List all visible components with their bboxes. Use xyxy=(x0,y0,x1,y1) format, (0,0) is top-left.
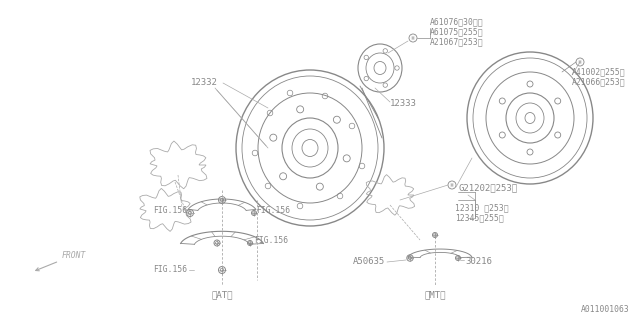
Text: 12345＜255＞: 12345＜255＞ xyxy=(455,213,504,222)
Text: FIG.156: FIG.156 xyxy=(254,236,288,244)
Text: A61075〈255〉: A61075〈255〉 xyxy=(430,28,484,36)
Text: FRONT: FRONT xyxy=(36,251,86,271)
Text: FIG.156: FIG.156 xyxy=(256,205,290,214)
Text: FIG.156: FIG.156 xyxy=(153,205,187,214)
Text: FIG.156: FIG.156 xyxy=(153,266,187,275)
Text: ＜MT＞: ＜MT＞ xyxy=(424,291,445,300)
Text: A21067〈253〉: A21067〈253〉 xyxy=(430,37,484,46)
Text: A61076、30Ⅱ】: A61076、30Ⅱ】 xyxy=(430,18,484,27)
Text: A011001063: A011001063 xyxy=(581,306,630,315)
Text: A21066〈253〉: A21066〈253〉 xyxy=(572,77,626,86)
Text: A41002〈255〉: A41002〈255〉 xyxy=(572,68,626,76)
Text: 30216: 30216 xyxy=(465,258,492,267)
Text: 12333: 12333 xyxy=(390,99,417,108)
Text: G21202＜253＞: G21202＜253＞ xyxy=(458,183,517,193)
Text: ＜AT＞: ＜AT＞ xyxy=(211,291,233,300)
Text: 12332: 12332 xyxy=(191,77,218,86)
Text: A50635: A50635 xyxy=(353,258,385,267)
Text: 12310 ＜253＞: 12310 ＜253＞ xyxy=(455,204,509,212)
